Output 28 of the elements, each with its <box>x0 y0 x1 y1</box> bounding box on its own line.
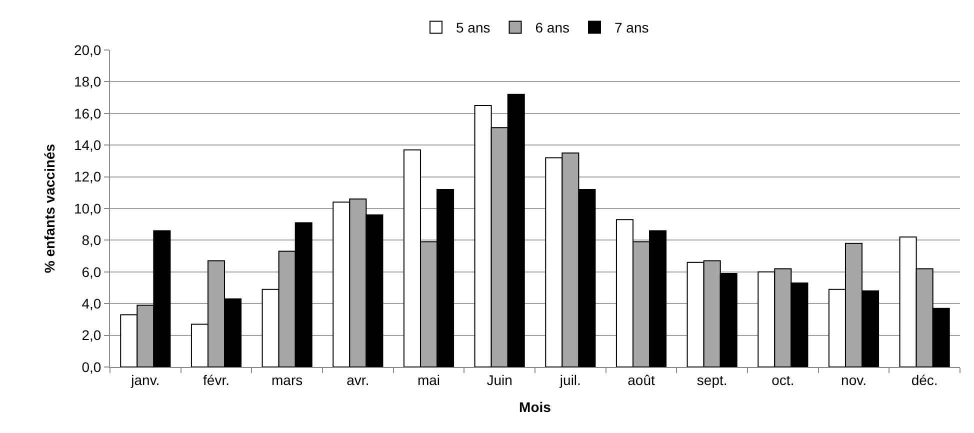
legend-label: 5 ans <box>456 20 490 36</box>
legend-label: 7 ans <box>614 20 649 36</box>
y-tick-label: 0,0 <box>82 358 102 375</box>
x-tick-label: mai <box>417 372 440 388</box>
legend-label: 6 ans <box>535 20 570 36</box>
x-tick-label: juil. <box>558 372 581 388</box>
x-tick-label: nov. <box>841 372 866 388</box>
x-tick-label: août <box>628 372 655 388</box>
y-tick-label: 8,0 <box>82 232 102 248</box>
x-axis-title: Mois <box>519 399 552 416</box>
y-tick-label: 18,0 <box>74 74 102 90</box>
x-tick-label: Juin <box>486 372 512 388</box>
y-tick-label: 14,0 <box>74 137 102 153</box>
x-tick-label: sept. <box>696 372 728 388</box>
x-tick-label: oct. <box>772 372 794 388</box>
x-tick-label: avr. <box>346 372 370 388</box>
x-tick-label: déc. <box>911 372 938 388</box>
x-tick-label: mars <box>272 372 303 388</box>
y-tick-label: 2,0 <box>82 327 102 344</box>
y-tick-label: 6,0 <box>82 264 102 280</box>
y-tick-label: 16,0 <box>74 105 102 122</box>
x-tick-label: janv. <box>130 372 160 388</box>
y-tick-label: 12,0 <box>74 168 102 185</box>
y-tick-label: 20,0 <box>74 42 102 58</box>
x-tick-label: févr. <box>203 372 230 388</box>
y-axis-title: % enfants vaccinés <box>42 144 58 274</box>
y-tick-label: 10,0 <box>74 200 102 216</box>
y-tick-label: 4,0 <box>82 296 102 312</box>
